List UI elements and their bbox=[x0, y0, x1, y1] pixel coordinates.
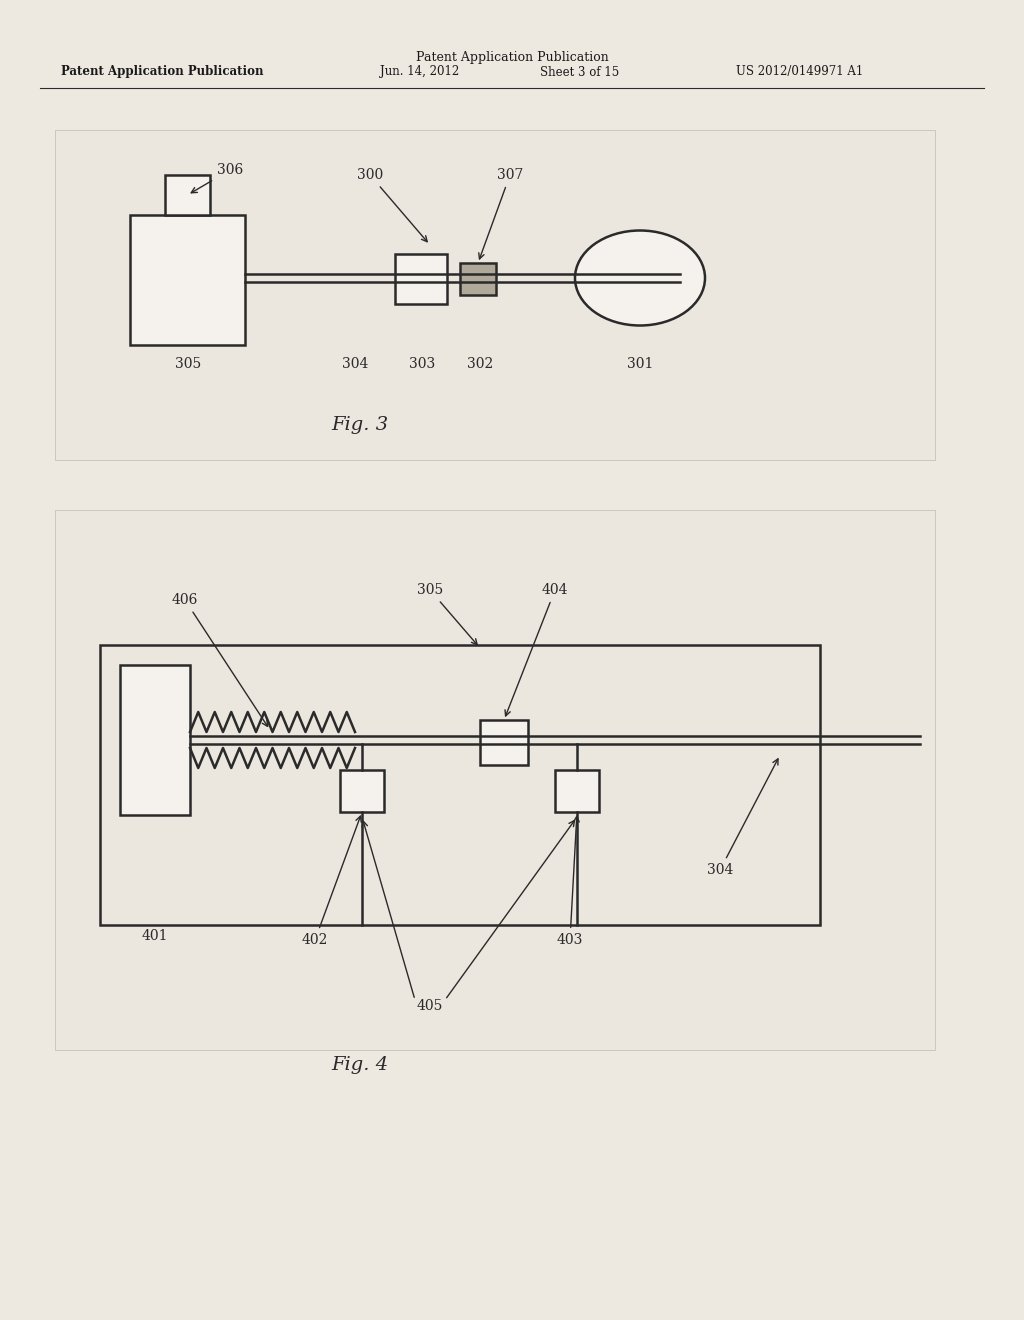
Text: Jun. 14, 2012: Jun. 14, 2012 bbox=[380, 66, 460, 78]
Text: 404: 404 bbox=[505, 583, 568, 715]
Ellipse shape bbox=[575, 231, 705, 326]
Text: 303: 303 bbox=[409, 356, 435, 371]
Text: Fig. 4: Fig. 4 bbox=[332, 1056, 388, 1074]
Text: 307: 307 bbox=[479, 168, 523, 259]
Bar bbox=[555, 770, 599, 812]
Text: 304: 304 bbox=[342, 356, 369, 371]
Bar bbox=[100, 645, 820, 925]
Bar bbox=[460, 263, 496, 294]
Text: 301: 301 bbox=[627, 356, 653, 371]
Text: 402: 402 bbox=[302, 816, 361, 946]
Text: 304: 304 bbox=[707, 759, 778, 876]
Text: 305: 305 bbox=[417, 583, 477, 644]
Text: US 2012/0149971 A1: US 2012/0149971 A1 bbox=[736, 66, 863, 78]
Text: Patent Application Publication: Patent Application Publication bbox=[60, 66, 263, 78]
Text: Patent Application Publication: Patent Application Publication bbox=[416, 51, 608, 65]
Text: 406: 406 bbox=[172, 593, 267, 726]
Text: 403: 403 bbox=[557, 816, 584, 946]
Text: Sheet 3 of 15: Sheet 3 of 15 bbox=[541, 66, 620, 78]
Bar bbox=[395, 253, 447, 304]
Bar bbox=[120, 665, 190, 814]
Text: 300: 300 bbox=[357, 168, 427, 242]
Text: 405: 405 bbox=[417, 999, 443, 1012]
Bar bbox=[165, 176, 210, 215]
Bar bbox=[480, 719, 528, 766]
Text: Fig. 3: Fig. 3 bbox=[332, 416, 388, 434]
Bar bbox=[55, 510, 935, 1049]
Bar bbox=[55, 129, 935, 459]
Text: 305: 305 bbox=[175, 356, 201, 371]
Text: 302: 302 bbox=[467, 356, 494, 371]
Text: 401: 401 bbox=[141, 929, 168, 942]
Bar bbox=[130, 215, 245, 345]
Bar bbox=[340, 770, 384, 812]
Text: 306: 306 bbox=[191, 162, 243, 193]
